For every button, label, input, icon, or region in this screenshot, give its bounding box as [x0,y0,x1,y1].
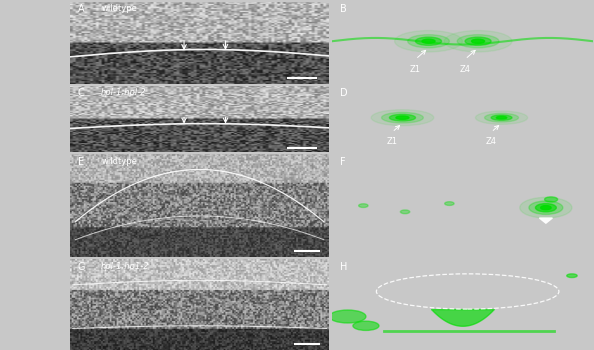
Circle shape [353,321,379,330]
Circle shape [541,206,551,210]
Text: H: H [340,262,347,272]
Text: B: B [340,4,347,14]
Text: hpl-1;hpl-2: hpl-1;hpl-2 [101,88,147,97]
Text: Z1: Z1 [410,65,421,74]
Circle shape [407,35,450,48]
Text: F: F [340,157,346,167]
Polygon shape [539,218,552,223]
Circle shape [415,37,441,46]
Text: E: E [78,157,84,167]
Text: wildtype: wildtype [101,4,137,13]
Circle shape [381,112,424,123]
Text: A: A [78,4,84,14]
Circle shape [444,30,512,52]
Circle shape [529,201,563,215]
Circle shape [394,30,462,52]
Circle shape [390,114,415,121]
Circle shape [520,197,572,218]
Circle shape [359,204,368,208]
Text: D: D [340,88,347,98]
Text: Z4: Z4 [486,137,497,146]
Circle shape [485,113,519,122]
Circle shape [465,37,491,46]
Text: G: G [78,262,86,272]
Circle shape [472,39,485,43]
Circle shape [422,39,435,43]
Circle shape [535,204,557,212]
Circle shape [545,197,558,202]
Circle shape [396,116,409,119]
Circle shape [567,274,577,278]
Text: hpl-1;hp1-2: hpl-1;hp1-2 [101,262,150,271]
Circle shape [491,115,512,120]
Circle shape [371,110,434,126]
Text: C: C [78,88,84,98]
Circle shape [400,210,410,214]
Circle shape [445,202,454,205]
Circle shape [497,116,507,119]
Circle shape [330,310,366,323]
Text: Z4: Z4 [460,65,470,74]
Circle shape [475,111,527,124]
Circle shape [457,35,499,48]
Text: Z1: Z1 [387,137,397,146]
Text: wildtype: wildtype [101,157,137,166]
